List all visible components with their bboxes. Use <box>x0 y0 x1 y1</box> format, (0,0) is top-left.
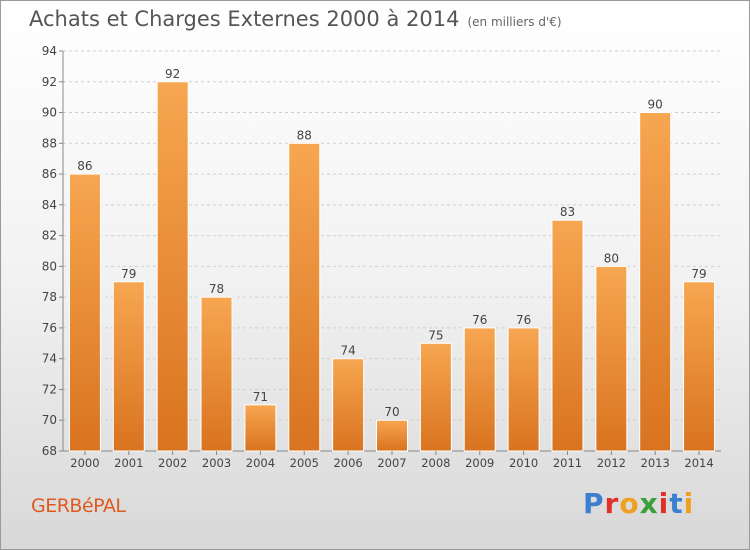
x-tick-label: 2010 <box>509 456 538 470</box>
data-label: 74 <box>340 344 355 358</box>
x-tick-label: 2001 <box>114 456 143 470</box>
bar <box>332 358 365 452</box>
bar <box>376 419 408 452</box>
data-label: 79 <box>121 267 136 281</box>
x-tick-label: 2011 <box>553 456 582 470</box>
bar <box>156 81 189 452</box>
brand-letter: i <box>683 487 695 520</box>
chart-subtitle: (en milliers d'€) <box>467 15 562 29</box>
proxiti-logo: Proxiti <box>583 487 694 520</box>
data-label: 75 <box>428 328 443 342</box>
y-tick-label: 82 <box>42 229 57 243</box>
x-tick-label: 2013 <box>641 456 670 470</box>
y-tick-label: 70 <box>42 413 57 427</box>
bar <box>551 219 584 452</box>
x-tick-label: 2009 <box>465 456 494 470</box>
x-tick-label: 2002 <box>158 456 187 470</box>
y-tick-label: 80 <box>42 259 57 273</box>
y-tick-label: 84 <box>42 198 57 212</box>
y-tick-label: 74 <box>42 352 57 366</box>
data-label: 70 <box>384 405 399 419</box>
brand-letter: r <box>604 487 620 520</box>
y-tick-label: 88 <box>42 136 57 150</box>
y-tick-label: 86 <box>42 167 57 181</box>
brand-letter: o <box>619 487 640 520</box>
title-text: Achats et Charges Externes 2000 à 2014 <box>29 7 460 31</box>
commune-name: GERBéPAL <box>31 495 126 517</box>
brand-letter: x <box>639 487 659 520</box>
bar <box>595 265 628 452</box>
x-tick-label: 2003 <box>202 456 231 470</box>
data-label: 90 <box>648 98 663 112</box>
chart-title: Achats et Charges Externes 2000 à 2014 (e… <box>29 7 562 31</box>
data-label: 71 <box>253 390 268 404</box>
y-tick-label: 78 <box>42 290 57 304</box>
data-label: 88 <box>297 128 312 142</box>
x-tick-label: 2008 <box>421 456 450 470</box>
brand-letter: P <box>583 487 605 520</box>
x-tick-label: 2007 <box>377 456 406 470</box>
bar <box>112 281 145 452</box>
y-tick-label: 76 <box>42 321 57 335</box>
brand-letter: i <box>658 487 670 520</box>
x-tick-label: 2014 <box>684 456 713 470</box>
x-tick-label: 2006 <box>333 456 362 470</box>
data-label: 76 <box>516 313 531 327</box>
x-tick-label: 2000 <box>70 456 99 470</box>
y-tick-label: 68 <box>42 444 57 458</box>
bar <box>244 404 277 452</box>
data-label: 86 <box>77 159 92 173</box>
y-tick-label: 92 <box>42 75 57 89</box>
bar <box>68 173 101 452</box>
bar <box>463 327 496 452</box>
data-label: 79 <box>691 267 706 281</box>
x-tick-label: 2012 <box>597 456 626 470</box>
y-tick-label: 94 <box>42 44 57 58</box>
brand-letter: t <box>669 487 684 520</box>
bar <box>639 112 672 452</box>
x-tick-label: 2005 <box>290 456 319 470</box>
bar <box>507 327 540 452</box>
y-tick-label: 72 <box>42 382 57 396</box>
y-tick-label: 90 <box>42 106 57 120</box>
data-label: 92 <box>165 67 180 81</box>
bar <box>419 342 452 452</box>
bar <box>200 296 233 452</box>
data-label: 78 <box>209 282 224 296</box>
data-label: 76 <box>472 313 487 327</box>
bar <box>288 142 321 452</box>
data-label: 83 <box>560 205 575 219</box>
x-tick-label: 2004 <box>246 456 275 470</box>
bar <box>683 281 716 452</box>
data-label: 80 <box>604 251 619 265</box>
